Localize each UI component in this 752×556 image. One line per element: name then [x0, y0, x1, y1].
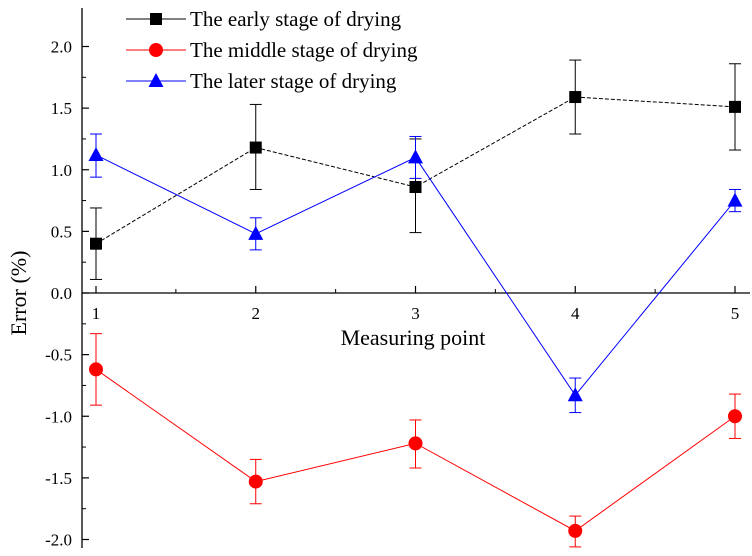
legend-label: The later stage of drying	[190, 69, 397, 93]
y-tick-label: -1.5	[45, 469, 72, 488]
series-triangle	[88, 133, 743, 414]
legend-marker	[150, 13, 162, 25]
series-circle	[89, 333, 742, 548]
data-point	[88, 146, 104, 161]
y-tick-label: -1.0	[45, 407, 72, 426]
x-tick-label: 4	[571, 304, 580, 323]
legend-marker	[148, 73, 164, 87]
data-point	[90, 237, 102, 250]
data-point	[729, 100, 741, 113]
x-axis-title: Measuring point	[341, 325, 486, 350]
data-point	[409, 181, 422, 194]
data-point	[728, 409, 742, 424]
data-point	[569, 91, 582, 104]
data-point	[568, 523, 583, 538]
data-point	[89, 362, 103, 377]
data-point	[408, 149, 423, 164]
legend-item: The later stage of drying	[126, 69, 397, 93]
data-point	[248, 225, 264, 240]
x-tick-label: 1	[92, 304, 101, 323]
y-tick-label: -2.0	[45, 531, 72, 550]
y-axis-title: Error (%)	[6, 251, 31, 336]
axes: 2.0 1.5 1.0 0.5 0.0 -0.5 -1.0 -1.5 -2.0 1 2 3 4 5	[45, 8, 750, 550]
legend-label: The middle stage of drying	[190, 38, 418, 62]
x-tick-label: 2	[252, 304, 261, 323]
legend: The early stage of drying The middle stag…	[126, 7, 418, 93]
x-tick-label: 3	[411, 304, 420, 323]
legend-item: The early stage of drying	[126, 7, 402, 31]
data-point	[408, 436, 423, 451]
series-square	[90, 59, 741, 280]
y-tick-label: 0.0	[51, 284, 72, 303]
data-point	[727, 192, 743, 207]
legend-label: The early stage of drying	[190, 7, 402, 31]
y-tick-label: 1.0	[51, 161, 72, 180]
data-point	[248, 474, 263, 489]
series-layer	[88, 59, 743, 548]
y-tick-label: 1.5	[51, 99, 72, 118]
data-point	[249, 141, 262, 154]
legend-item: The middle stage of drying	[126, 38, 418, 62]
y-tick-label: 0.5	[51, 222, 72, 241]
x-tick-label: 5	[731, 304, 740, 323]
y-tick-label: -0.5	[45, 346, 72, 365]
legend-marker	[149, 43, 163, 57]
y-tick-label: 2.0	[51, 38, 72, 57]
data-point	[567, 387, 583, 402]
